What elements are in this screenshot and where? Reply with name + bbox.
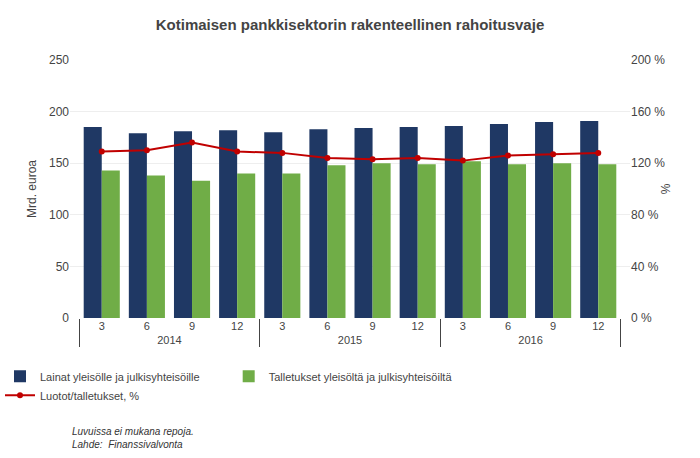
svg-text:6: 6 bbox=[144, 320, 150, 332]
svg-text:%: % bbox=[659, 183, 673, 194]
svg-text:80 %: 80 % bbox=[631, 208, 659, 222]
svg-text:3: 3 bbox=[279, 320, 285, 332]
svg-text:12: 12 bbox=[231, 320, 243, 332]
svg-text:3: 3 bbox=[99, 320, 105, 332]
svg-text:50: 50 bbox=[56, 260, 70, 274]
svg-text:6: 6 bbox=[324, 320, 330, 332]
svg-text:Kotimaisen pankkisektorin rake: Kotimaisen pankkisektorin rakenteellinen… bbox=[156, 16, 544, 33]
svg-text:160 %: 160 % bbox=[631, 105, 665, 119]
svg-text:6: 6 bbox=[505, 320, 511, 332]
svg-text:0: 0 bbox=[62, 311, 69, 325]
svg-text:Lainat yleisölle ja julkisyhte: Lainat yleisölle ja julkisyhteisöille bbox=[40, 371, 200, 383]
svg-text:150: 150 bbox=[49, 156, 69, 170]
svg-text:2015: 2015 bbox=[338, 334, 362, 346]
svg-text:120 %: 120 % bbox=[631, 156, 665, 170]
svg-text:40 %: 40 % bbox=[631, 260, 659, 274]
svg-text:Talletukset yleisöltä ja julki: Talletukset yleisöltä ja julkisyhteisöil… bbox=[269, 371, 453, 383]
svg-text:2016: 2016 bbox=[518, 334, 542, 346]
svg-text:Luvuissa ei mukana repoja.Lahd: Luvuissa ei mukana repoja.Lahde: Finanss… bbox=[72, 426, 194, 450]
svg-text:9: 9 bbox=[550, 320, 556, 332]
svg-text:Luotot/talletukset, %: Luotot/talletukset, % bbox=[40, 390, 139, 402]
svg-text:100: 100 bbox=[49, 208, 69, 222]
svg-text:2014: 2014 bbox=[157, 334, 181, 346]
svg-text:12: 12 bbox=[592, 320, 604, 332]
svg-text:9: 9 bbox=[370, 320, 376, 332]
svg-text:200 %: 200 % bbox=[631, 53, 665, 67]
svg-text:250: 250 bbox=[49, 53, 69, 67]
svg-text:Mrd. euroa: Mrd. euroa bbox=[25, 160, 39, 218]
svg-text:200: 200 bbox=[49, 105, 69, 119]
svg-text:12: 12 bbox=[412, 320, 424, 332]
svg-text:3: 3 bbox=[460, 320, 466, 332]
svg-text:9: 9 bbox=[189, 320, 195, 332]
svg-text:0 %: 0 % bbox=[631, 311, 652, 325]
